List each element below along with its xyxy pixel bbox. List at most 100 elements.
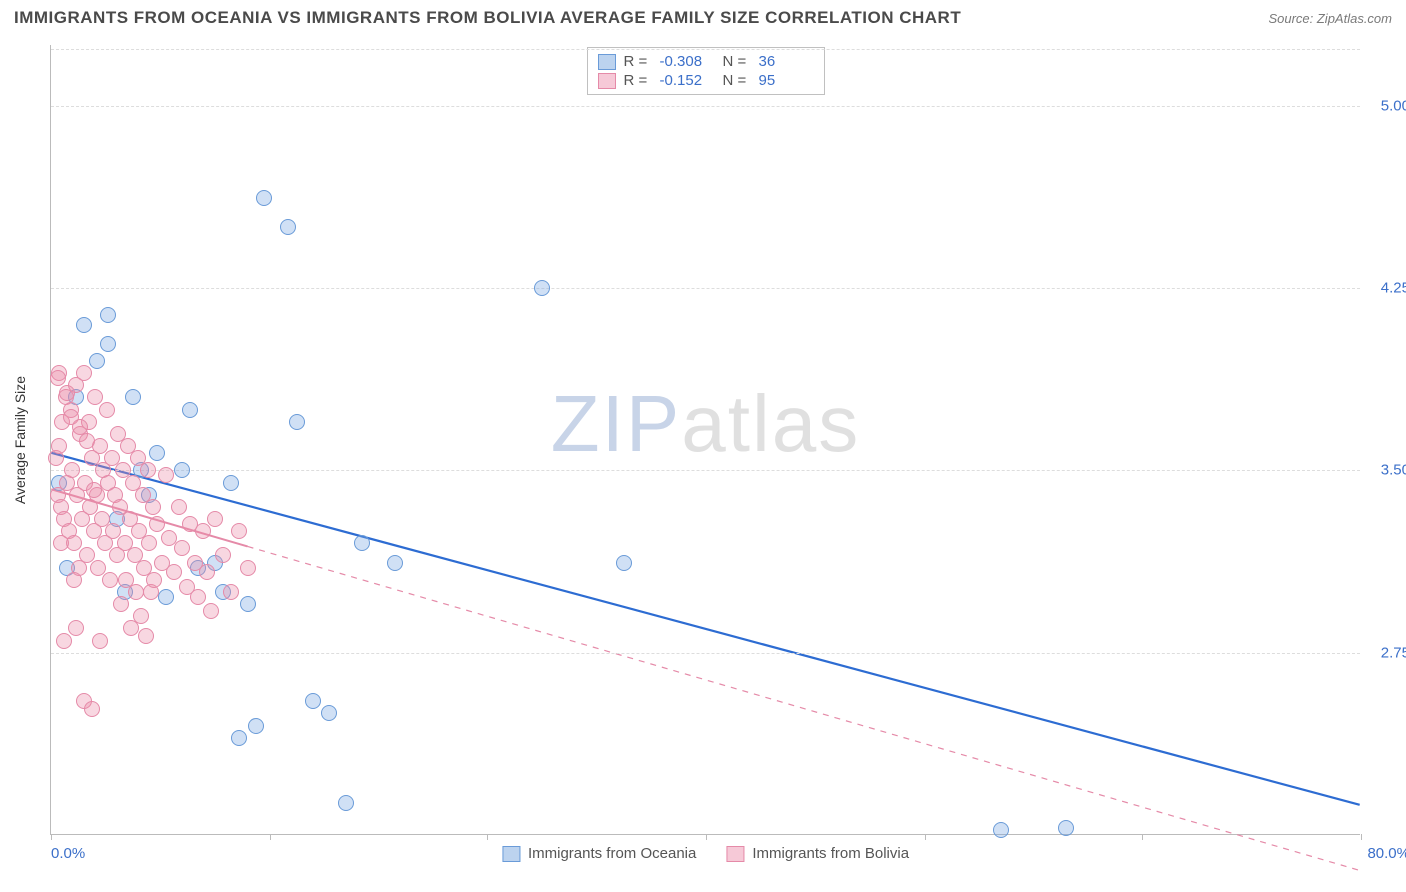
chart-title: IMMIGRANTS FROM OCEANIA VS IMMIGRANTS FR… <box>14 8 961 28</box>
stat-R-label: R = <box>624 72 652 89</box>
scatter-point <box>993 822 1009 838</box>
scatter-point <box>354 535 370 551</box>
y-axis-label: Average Family Size <box>12 376 28 504</box>
legend-swatch <box>598 54 616 70</box>
scatter-point <box>158 589 174 605</box>
scatter-point <box>140 462 156 478</box>
watermark-part1: ZIP <box>551 379 681 468</box>
x-tick <box>706 834 707 840</box>
stat-N-value: 95 <box>759 72 814 89</box>
scatter-point <box>102 572 118 588</box>
scatter-point <box>133 608 149 624</box>
scatter-point <box>240 560 256 576</box>
bottom-legend: Immigrants from Oceania Immigrants from B… <box>502 845 909 862</box>
stats-legend-box: R =-0.308N =36R =-0.152N =95 <box>587 47 825 95</box>
scatter-point <box>321 705 337 721</box>
legend-label: Immigrants from Bolivia <box>752 845 909 862</box>
watermark: ZIPatlas <box>551 378 860 470</box>
x-min-label: 0.0% <box>51 845 85 862</box>
scatter-point <box>64 462 80 478</box>
legend-item: Immigrants from Bolivia <box>726 845 909 862</box>
y-tick-label: 5.00 <box>1370 97 1406 114</box>
scatter-point <box>68 620 84 636</box>
scatter-point <box>166 564 182 580</box>
scatter-point <box>616 555 632 571</box>
gridline-h <box>51 106 1360 107</box>
scatter-point <box>182 402 198 418</box>
x-tick <box>1361 834 1362 840</box>
scatter-point <box>174 540 190 556</box>
stat-N-label: N = <box>723 72 751 89</box>
trend-line-dashed <box>248 546 1360 870</box>
scatter-point <box>203 603 219 619</box>
scatter-point <box>86 482 102 498</box>
scatter-point <box>50 370 66 386</box>
source-attribution: Source: ZipAtlas.com <box>1268 11 1392 26</box>
scatter-point <box>79 433 95 449</box>
stat-R-label: R = <box>624 53 652 70</box>
x-tick <box>487 834 488 840</box>
scatter-point <box>248 718 264 734</box>
scatter-point <box>76 317 92 333</box>
scatter-point <box>387 555 403 571</box>
scatter-point <box>305 693 321 709</box>
source-name: ZipAtlas.com <box>1317 11 1392 26</box>
scatter-point <box>207 511 223 527</box>
y-tick-label: 2.75 <box>1370 644 1406 661</box>
stats-row: R =-0.308N =36 <box>598 52 814 71</box>
scatter-point <box>145 499 161 515</box>
trend-line <box>51 453 1359 805</box>
scatter-point <box>534 280 550 296</box>
scatter-point <box>53 535 69 551</box>
scatter-point <box>240 596 256 612</box>
gridline-h <box>51 288 1360 289</box>
x-tick <box>270 834 271 840</box>
stat-N-label: N = <box>723 53 751 70</box>
stat-R-value: -0.152 <box>660 72 715 89</box>
scatter-point <box>138 628 154 644</box>
scatter-point <box>59 385 75 401</box>
gridline-h <box>51 653 1360 654</box>
scatter-point <box>56 633 72 649</box>
scatter-point <box>128 584 144 600</box>
source-prefix: Source: <box>1268 11 1316 26</box>
scatter-point <box>223 475 239 491</box>
scatter-point <box>125 389 141 405</box>
scatter-point <box>113 596 129 612</box>
scatter-point <box>141 535 157 551</box>
scatter-point <box>100 336 116 352</box>
scatter-point <box>231 523 247 539</box>
scatter-point <box>174 462 190 478</box>
scatter-point <box>231 730 247 746</box>
scatter-point <box>89 353 105 369</box>
legend-swatch <box>598 73 616 89</box>
scatter-point <box>190 589 206 605</box>
y-tick-label: 3.50 <box>1370 462 1406 479</box>
x-max-label: 80.0% <box>1367 845 1406 862</box>
scatter-point <box>149 445 165 461</box>
scatter-point <box>289 414 305 430</box>
legend-label: Immigrants from Oceania <box>528 845 696 862</box>
y-tick-label: 4.25 <box>1370 280 1406 297</box>
trend-lines-layer <box>51 45 1360 834</box>
plot-region: ZIPatlas R =-0.308N =36R =-0.152N =95 Im… <box>50 45 1360 835</box>
scatter-point <box>280 219 296 235</box>
watermark-part2: atlas <box>681 379 860 468</box>
gridline-h <box>51 470 1360 471</box>
scatter-point <box>223 584 239 600</box>
scatter-point <box>1058 820 1074 836</box>
scatter-point <box>171 499 187 515</box>
scatter-point <box>51 438 67 454</box>
scatter-point <box>146 572 162 588</box>
stat-R-value: -0.308 <box>660 53 715 70</box>
scatter-point <box>100 307 116 323</box>
scatter-point <box>84 701 100 717</box>
scatter-point <box>256 190 272 206</box>
scatter-point <box>215 547 231 563</box>
scatter-point <box>149 516 165 532</box>
scatter-point <box>66 572 82 588</box>
x-tick <box>1142 834 1143 840</box>
scatter-point <box>92 633 108 649</box>
x-tick <box>925 834 926 840</box>
scatter-point <box>158 467 174 483</box>
